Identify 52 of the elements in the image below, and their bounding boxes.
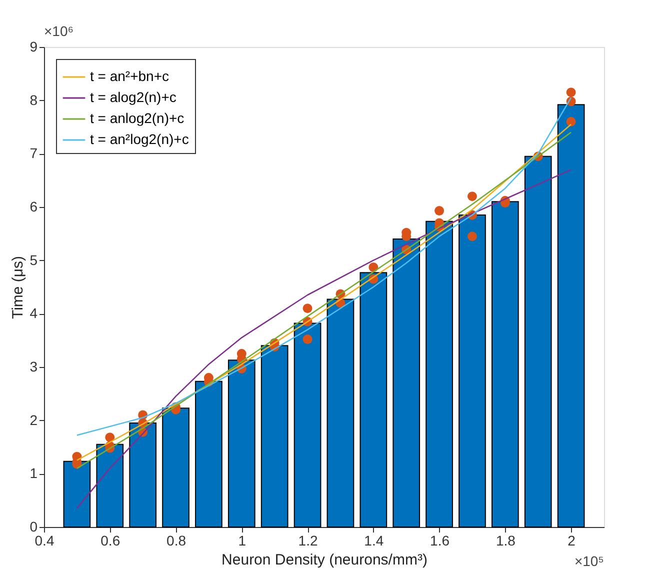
legend-label: t = alog2(n)+c (90, 89, 176, 105)
y-tick-label: 3 (30, 358, 38, 374)
y-axis-title: Time (μs) (10, 256, 27, 320)
bar (392, 238, 420, 528)
bar (228, 360, 256, 528)
x-tick-label: 0.8 (166, 532, 186, 548)
y-tick-label: 9 (30, 38, 38, 54)
bar (294, 322, 322, 528)
y-tick-label: 2 (30, 412, 38, 428)
x-tick-label: 1.2 (298, 532, 318, 548)
y-tick-label: 5 (30, 252, 38, 268)
y-tick-label: 1 (30, 465, 38, 482)
bar (360, 272, 388, 528)
x-axis-title: Neuron Density (neurons/mm³) (222, 552, 428, 568)
bar (426, 220, 453, 528)
y-tick-label: 6 (30, 198, 38, 214)
x-tick-label: 1.6 (430, 532, 450, 548)
legend-label: t = an²+bn+c (90, 68, 170, 84)
bar (326, 298, 354, 528)
x-tick-label: 0.4 (34, 532, 54, 548)
x-tick-label: 1 (238, 532, 246, 548)
point (105, 432, 115, 442)
y-tick-label: 4 (30, 305, 38, 322)
x-tick-label: 1.8 (496, 532, 516, 548)
y-tick-label: 0 (30, 518, 38, 534)
point (467, 232, 477, 242)
bar (63, 460, 91, 528)
x-tick-label: 1.4 (364, 532, 384, 548)
y-tick-label: 8 (30, 92, 38, 108)
bar (492, 201, 519, 528)
bar (557, 104, 585, 528)
point (467, 192, 477, 202)
bar (162, 408, 190, 528)
point (566, 88, 576, 98)
point (302, 334, 312, 344)
bar (96, 444, 124, 528)
x-tick-label: 0.6 (100, 532, 120, 548)
y-tick-label: 7 (30, 145, 38, 162)
line-series (76, 169, 572, 509)
legend-label: t = anlog2(n)+c (90, 110, 184, 126)
point (302, 304, 312, 314)
point (434, 206, 444, 216)
bar (195, 380, 222, 528)
point (566, 116, 576, 126)
text: ×10⁵ (574, 553, 604, 569)
bar (524, 156, 552, 528)
x-tick-label: 2 (568, 532, 576, 548)
legend-label: t = an²log2(n)+c (90, 131, 189, 147)
text: ×10⁶ (44, 23, 74, 39)
bar (458, 214, 486, 528)
bar (260, 345, 288, 528)
bar (129, 422, 156, 528)
